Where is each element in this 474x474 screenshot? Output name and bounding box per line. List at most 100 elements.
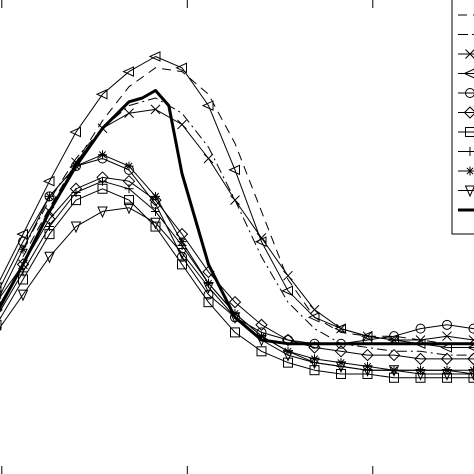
series-line-10 [0, 207, 474, 375]
series-8-point [45, 222, 54, 232]
series-9-point [18, 244, 28, 254]
series-6-point [149, 193, 162, 207]
series-7-point [230, 327, 240, 338]
series-9-point [177, 237, 187, 247]
series-4-point [466, 344, 474, 351]
series-line-7 [0, 188, 474, 379]
series-5-point [415, 323, 426, 334]
axis-ticks [1, 0, 374, 474]
series-6-point [281, 333, 295, 347]
series-7-point [203, 297, 214, 308]
series-6-point [387, 348, 401, 362]
legend-marker-4 [463, 68, 474, 79]
series-3-point [283, 270, 293, 281]
series-8-point [124, 184, 134, 194]
legend-marker-3 [465, 49, 474, 59]
legend-marker-9 [465, 166, 474, 176]
series-line-3 [0, 108, 474, 341]
series-10-point [203, 282, 214, 294]
series-4-point [334, 323, 346, 334]
series-4-point [148, 51, 161, 62]
series-7-point [0, 319, 2, 330]
series-10-point [388, 365, 400, 377]
series-4-point [175, 62, 187, 74]
series-9-point [283, 346, 293, 356]
series-10-point [362, 365, 373, 377]
series-9-point [45, 191, 54, 201]
series-10-point [335, 361, 347, 374]
series-4-point [95, 88, 108, 100]
legend [451, 0, 474, 235]
legend-box [451, 0, 474, 235]
series-4-point [307, 312, 320, 323]
series-4-point [201, 100, 214, 111]
legend-marker-10 [464, 185, 474, 198]
plot-area [0, 51, 474, 383]
series-7-point [283, 357, 293, 368]
legend-marker-8 [465, 147, 474, 156]
series-10-point [0, 327, 2, 332]
series-3-point [309, 304, 320, 315]
series-5-point [442, 319, 452, 330]
series-6-point [308, 341, 321, 354]
series-6-point [414, 352, 427, 366]
series-9-point [124, 161, 134, 171]
series-4-point [69, 126, 81, 138]
series-10-point [176, 248, 188, 260]
series-10-point [309, 357, 320, 370]
series-line-11 [0, 89, 474, 346]
series-4-point [440, 342, 452, 353]
series-7-point [177, 259, 187, 270]
series-9-point [442, 365, 452, 375]
series-10-point [441, 368, 453, 381]
series-10-point [17, 289, 29, 302]
series-9-point [363, 361, 372, 371]
series-10-point [97, 206, 108, 219]
series-6-point [440, 352, 454, 366]
series-8-point [98, 176, 107, 186]
series-8-point [71, 188, 81, 198]
series-9-point [151, 191, 160, 201]
series-6-point [228, 295, 242, 309]
series-9-point [230, 309, 240, 318]
series-4-point [42, 175, 55, 187]
series-6-point [255, 318, 268, 332]
series-4-point [360, 330, 373, 342]
series-4-point [122, 66, 134, 77]
series-3-point [203, 153, 214, 164]
series-3-point [150, 104, 161, 115]
series-5-point [389, 331, 399, 342]
series-10-point [70, 221, 82, 234]
series-3-point [177, 119, 187, 130]
series-9-point [204, 278, 213, 288]
series-9-point [257, 331, 266, 341]
series-10-point [415, 368, 426, 381]
series-10-point [150, 217, 161, 230]
series-10-point [44, 251, 55, 264]
series-9-point [310, 354, 319, 364]
series-4-point [254, 236, 267, 247]
series-10-point [123, 202, 135, 215]
series-3-point [442, 331, 452, 342]
series-6-point [334, 345, 348, 358]
legend-marker-5 [465, 88, 474, 98]
series-7-point [256, 346, 267, 357]
series-9-point [416, 365, 425, 375]
legend-marker-7 [465, 127, 474, 137]
series-4-point [281, 285, 293, 297]
series-3-point [124, 108, 134, 119]
series-10-point [282, 350, 294, 362]
series-8-point [151, 206, 160, 216]
series-4-point [228, 164, 240, 176]
series-7-point [150, 221, 161, 232]
series-5-point [0, 291, 2, 299]
series-9-point [336, 358, 346, 368]
series-7-point [124, 195, 134, 206]
series-6-point [361, 348, 374, 362]
series-5-point [203, 289, 214, 300]
series-4-point [0, 281, 2, 293]
series-line-2 [22, 97, 474, 356]
series-3-point [230, 195, 240, 205]
series-9-point [98, 150, 107, 160]
